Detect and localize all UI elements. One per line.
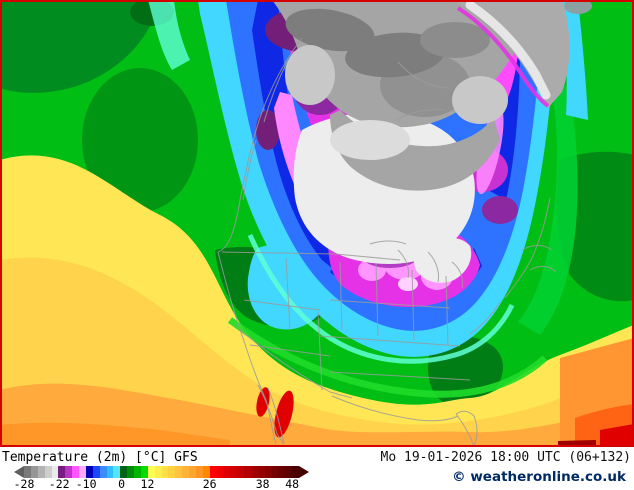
colorbar-segment: [58, 466, 66, 478]
colorbar-segment: [209, 466, 217, 478]
colorbar-segment: [237, 466, 244, 478]
colorbar-segment: [154, 466, 162, 478]
arctic-gray-core: [268, 0, 592, 283]
map-graphic: [0, 0, 634, 447]
colorbar-segment: [250, 466, 258, 478]
colorbar-segment: [189, 466, 196, 478]
colorbar-segment: [99, 466, 107, 478]
colorbar-segment: [216, 466, 224, 478]
colorbar-tick-label: 12: [140, 477, 155, 490]
colorbar-segment: [223, 466, 231, 478]
colorbar-segment: [278, 466, 286, 478]
colorbar-segment: [264, 466, 272, 478]
colorbar-segment: [44, 466, 52, 478]
colorbar-ticks: -28 -22 -10 0 12 26 38 48: [0, 477, 634, 490]
colorbar-segment: [72, 466, 79, 478]
colorbar-segment: [30, 466, 38, 478]
colorbar-segment: [113, 466, 121, 478]
temperature-map: [0, 0, 634, 447]
colorbar-segment: [230, 466, 238, 478]
colorbar-tick-label: 26: [202, 477, 217, 490]
colorbar-segment: [79, 466, 86, 478]
colorbar-segment: [134, 466, 141, 478]
colorbar-tick-label: -28: [13, 477, 35, 490]
colorbar-tick-label: 38: [255, 477, 270, 490]
colorbar-segment: [161, 466, 169, 478]
colorbar-right-arrow-icon: [299, 466, 309, 478]
bright-green-fringe: [227, 317, 548, 398]
colorbar-segment: [140, 466, 148, 478]
colorbar-segment: [85, 466, 93, 478]
forecast-timestamp: Mo 19-01-2026 18:00 UTC (06+132): [380, 450, 631, 465]
colorbar-segment: [51, 466, 59, 478]
colorbar-tick-label: -22: [48, 477, 70, 490]
colorbar-segment: [106, 466, 114, 478]
coastlines-borders: [217, 37, 557, 447]
colorbar-tick-label: 48: [285, 477, 300, 490]
colorbar-segment: [120, 466, 128, 478]
colorbar-segment: [182, 466, 189, 478]
temperature-colorbar: [14, 466, 309, 478]
map-frame-border: [0, 0, 634, 447]
copyright-link[interactable]: © weatheronline.co.uk: [452, 469, 626, 485]
colorbar-segment: [147, 466, 155, 478]
colorbar-tick-label: -10: [75, 477, 97, 490]
colorbar-segment: [24, 466, 31, 478]
colorbar-segment: [168, 466, 176, 478]
colorbar-segment: [65, 466, 73, 478]
colorbar-segment: [244, 466, 251, 478]
colorbar-segment: [92, 466, 100, 478]
colorbar-tick-label: 0: [118, 477, 126, 490]
colorbar-segments: [24, 466, 299, 478]
colorbar-segment: [37, 466, 45, 478]
colorbar-segment: [202, 466, 210, 478]
legend-title: Temperature (2m) [°C] GFS: [2, 450, 198, 465]
colorbar-segment: [195, 466, 203, 478]
colorbar-segment: [257, 466, 265, 478]
colorbar-segment: [285, 466, 293, 478]
colorbar-left-arrow-icon: [14, 466, 24, 478]
colorbar-segment: [271, 466, 279, 478]
colorbar-segment: [175, 466, 183, 478]
colorbar-segment: [292, 466, 299, 478]
colorbar-segment: [127, 466, 134, 478]
